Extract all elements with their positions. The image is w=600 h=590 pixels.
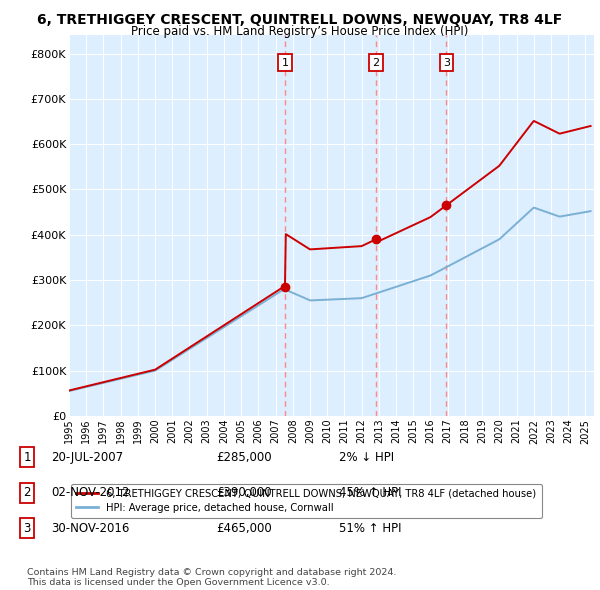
Text: Price paid vs. HM Land Registry’s House Price Index (HPI): Price paid vs. HM Land Registry’s House …	[131, 25, 469, 38]
Text: 2: 2	[23, 486, 31, 499]
Text: £285,000: £285,000	[216, 451, 272, 464]
Text: 1: 1	[23, 451, 31, 464]
Text: 3: 3	[443, 58, 450, 68]
Text: 51% ↑ HPI: 51% ↑ HPI	[339, 522, 401, 535]
Text: 30-NOV-2016: 30-NOV-2016	[51, 522, 130, 535]
Text: 20-JUL-2007: 20-JUL-2007	[51, 451, 123, 464]
Text: 02-NOV-2012: 02-NOV-2012	[51, 486, 130, 499]
Text: £390,000: £390,000	[216, 486, 272, 499]
Text: 6, TRETHIGGEY CRESCENT, QUINTRELL DOWNS, NEWQUAY, TR8 4LF: 6, TRETHIGGEY CRESCENT, QUINTRELL DOWNS,…	[37, 13, 563, 27]
Text: 3: 3	[23, 522, 31, 535]
Text: 2% ↓ HPI: 2% ↓ HPI	[339, 451, 394, 464]
Text: 2: 2	[373, 58, 380, 68]
Text: 1: 1	[281, 58, 289, 68]
Text: £465,000: £465,000	[216, 522, 272, 535]
Legend: 6, TRETHIGGEY CRESCENT, QUINTRELL DOWNS, NEWQUAY, TR8 4LF (detached house), HPI:: 6, TRETHIGGEY CRESCENT, QUINTRELL DOWNS,…	[71, 484, 542, 518]
Text: Contains HM Land Registry data © Crown copyright and database right 2024.
This d: Contains HM Land Registry data © Crown c…	[27, 568, 397, 587]
Text: 45% ↑ HPI: 45% ↑ HPI	[339, 486, 401, 499]
